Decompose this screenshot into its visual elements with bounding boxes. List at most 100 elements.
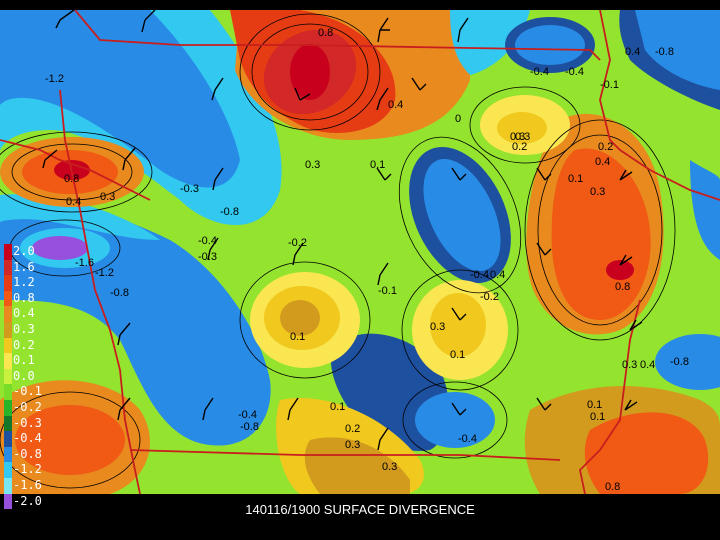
contour-label: 0.1 [587, 399, 602, 411]
contour-label: 0.3 [515, 131, 530, 143]
contour-label: 0.3 [305, 159, 320, 171]
contour-label: 0.4 [66, 196, 81, 208]
legend-label: -0.3 [13, 415, 42, 430]
contour-label: 0.1 [370, 159, 385, 171]
legend-label: 1.2 [13, 275, 35, 290]
contour-label: 0.4 [388, 99, 403, 111]
contour-label: 0.1 [450, 349, 465, 361]
legend-swatch [4, 462, 12, 478]
contour-label: -1.2 [95, 267, 114, 279]
contour-label: 0.4 [640, 359, 655, 371]
legend-row: -1.6 [4, 477, 44, 494]
contour-label: 0.8 [615, 281, 630, 293]
contour-label: 0.3 [510, 131, 525, 143]
contour-label: 0.3 [345, 439, 360, 451]
legend-row: 0.2 [4, 337, 44, 354]
legend-row: 0.8 [4, 290, 44, 307]
contour-label: 0.1 [568, 173, 583, 185]
legend-row: -0.4 [4, 431, 44, 447]
legend-swatch [4, 477, 12, 494]
legend-row: 2.0 [4, 244, 44, 260]
legend-row: -2.0 [4, 493, 44, 510]
legend-row: 0.3 [4, 321, 44, 338]
legend-row: 1.2 [4, 275, 44, 291]
contour-label: -0.1 [600, 79, 619, 91]
contour-lines [0, 13, 676, 489]
contour-label: 0 [455, 113, 461, 125]
contour-label: -0.3 [180, 183, 199, 195]
contour-label: 0.1 [290, 331, 305, 343]
legend-label: -0.1 [13, 384, 42, 399]
legend-label: 0.2 [13, 337, 35, 352]
legend-row: -0.2 [4, 399, 44, 416]
legend-label: -1.6 [13, 477, 42, 492]
legend-swatch [4, 306, 12, 322]
legend-row: -0.3 [4, 415, 44, 432]
legend-row: 0.4 [4, 306, 44, 322]
legend-row: -1.2 [4, 462, 44, 478]
legend-swatch [4, 399, 12, 416]
legend-swatch [4, 353, 12, 369]
legend-row: 0.0 [4, 368, 44, 385]
legend-label: 0.4 [13, 306, 35, 321]
legend-label: 0.1 [13, 353, 35, 368]
legend-row: 1.6 [4, 259, 44, 276]
contour-label: 0.1 [330, 401, 345, 413]
contour-labels: 0.80.40.3 0.10-1.20.80.4 0.3-0.3-0.8-1.6-1… [45, 27, 689, 493]
legend-swatch [4, 368, 12, 385]
contour-label: -0.4 [565, 66, 584, 78]
legend-label: -0.2 [13, 399, 42, 414]
legend-label: 1.6 [13, 259, 35, 274]
contour-label: 0.4 [595, 156, 610, 168]
contour-label: -0.4 [470, 269, 489, 281]
contour-fill [0, 10, 720, 494]
contour-label: -0.4 [238, 409, 257, 421]
legend-label: 0.0 [13, 368, 35, 383]
legend-swatch [4, 446, 12, 463]
contour-label: 0.2 [598, 141, 613, 153]
contour-label: 0.3 [622, 359, 637, 371]
wind-barbs [42, 9, 643, 451]
contour-label: -0.2 [288, 237, 307, 249]
contour-label: -1.2 [45, 73, 64, 85]
legend-swatch [4, 415, 12, 432]
contour-label: -0.4 [530, 66, 549, 78]
legend-row: 0.1 [4, 353, 44, 369]
legend-label: -1.2 [13, 462, 42, 477]
legend-swatch [4, 337, 12, 354]
contour-label: -0.8 [670, 356, 689, 368]
legend-label: -0.8 [13, 446, 42, 461]
legend-swatch [4, 275, 12, 291]
contour-label: 0.3 [590, 186, 605, 198]
legend-swatch [4, 321, 12, 338]
legend-swatch [4, 259, 12, 276]
contour-label: 0.2 [512, 141, 527, 153]
contour-label: 0.4 [625, 46, 640, 58]
state-borders [0, 9, 720, 495]
contour-label: 0.2 [345, 423, 360, 435]
contour-label: -0.4 [458, 433, 477, 445]
map-caption: 140116/1900 SURFACE DIVERGENCE [245, 502, 475, 517]
contour-label: 0.8 [64, 173, 79, 185]
contour-label: -0.3 [198, 251, 217, 263]
contour-label: 0.3 [430, 321, 445, 333]
contour-label: -0.4 [198, 235, 217, 247]
legend-swatch [4, 244, 12, 260]
legend-label: -0.4 [13, 431, 42, 446]
legend-label: 0.8 [13, 290, 35, 305]
legend-swatch [4, 493, 12, 510]
contour-label: 0.4 [490, 269, 505, 281]
legend-swatch [4, 290, 12, 307]
legend-swatch [4, 431, 12, 447]
contour-label: 0.1 [590, 411, 605, 423]
color-legend: 2.0 1.6 1.2 0.8 0.4 0.3 0.2 0.1 0.0 -0.1 -0.2 -0.3-… [4, 244, 44, 510]
contour-label: -0.1 [378, 285, 397, 297]
contour-label: -0.8 [240, 421, 259, 433]
contour-label: -1.6 [75, 257, 94, 269]
contour-label: 0.8 [318, 27, 333, 39]
contour-label: -0.8 [220, 206, 239, 218]
contour-label: -0.8 [110, 287, 129, 299]
contour-label: -0.2 [480, 291, 499, 303]
